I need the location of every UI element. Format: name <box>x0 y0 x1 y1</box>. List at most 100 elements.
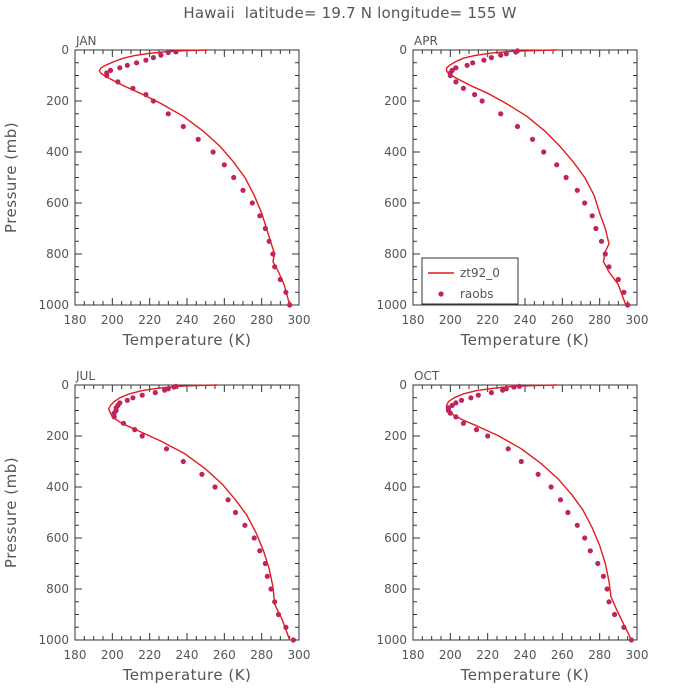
x-tick-label: 280 <box>250 313 273 327</box>
data-point-raobs <box>199 471 205 477</box>
data-point-raobs <box>143 57 149 63</box>
x-tick-label: 240 <box>514 648 537 662</box>
data-point-raobs <box>152 390 158 396</box>
y-tick-label: 0 <box>61 378 69 392</box>
legend-label: zt92_0 <box>460 266 500 280</box>
x-tick-label: 220 <box>138 648 161 662</box>
x-tick-label: 200 <box>439 313 462 327</box>
data-point-raobs <box>460 420 466 426</box>
y-tick-label: 800 <box>384 247 407 261</box>
data-point-raobs <box>514 123 521 130</box>
data-point-raobs <box>262 560 268 567</box>
panel-label-oct: OCT <box>414 369 440 383</box>
data-point-raobs <box>143 92 149 98</box>
series-line-zt92_0 <box>445 384 633 641</box>
y-axis-label: Pressure (mb) <box>2 122 20 233</box>
data-point-raobs <box>488 390 494 396</box>
data-point-raobs <box>535 471 541 477</box>
data-point-raobs <box>283 624 289 630</box>
data-point-raobs <box>513 49 519 55</box>
series-line-zt92_0 <box>445 49 627 306</box>
x-axis-label: Temperature (K) <box>460 666 590 684</box>
data-point-raobs <box>498 52 504 58</box>
data-point-raobs <box>251 535 257 541</box>
data-point-raobs <box>210 149 216 155</box>
x-tick-label: 260 <box>551 313 574 327</box>
data-point-raobs <box>290 637 296 643</box>
y-tick-label: 1000 <box>38 633 69 647</box>
y-tick-label: 800 <box>46 582 69 596</box>
y-tick-label: 400 <box>46 480 69 494</box>
data-point-raobs <box>195 136 201 142</box>
data-point-raobs <box>582 200 588 206</box>
data-point-raobs <box>287 302 293 308</box>
data-point-raobs <box>165 49 171 56</box>
data-point-raobs <box>132 427 138 433</box>
y-tick-label: 0 <box>399 378 407 392</box>
data-point-raobs <box>473 427 480 433</box>
data-point-raobs <box>150 98 156 104</box>
data-point-raobs <box>139 433 145 439</box>
data-point-raobs <box>173 49 179 55</box>
data-point-raobs <box>275 611 282 618</box>
y-tick-label: 800 <box>46 247 69 261</box>
plot-frame-jan <box>74 49 300 306</box>
panel-label-jul: JUL <box>75 369 95 383</box>
data-point-raobs <box>516 383 523 389</box>
data-point-raobs <box>604 586 610 592</box>
data-point-raobs <box>221 162 227 168</box>
data-point-raobs <box>120 420 127 426</box>
data-point-raobs <box>460 85 466 91</box>
data-point-raobs <box>628 637 635 643</box>
data-point-raobs <box>565 509 571 516</box>
data-point-raobs <box>470 60 476 66</box>
x-tick-label: 180 <box>64 313 87 327</box>
data-point-raobs <box>453 400 459 406</box>
y-tick-label: 200 <box>46 429 69 443</box>
x-tick-label: 300 <box>626 648 649 662</box>
data-point-raobs <box>180 123 186 130</box>
data-point-raobs <box>150 55 156 61</box>
x-tick-label: 180 <box>402 313 425 327</box>
data-point-raobs <box>511 384 517 390</box>
data-point-raobs <box>257 548 263 554</box>
data-point-raobs <box>268 586 274 592</box>
data-point-raobs <box>130 85 136 91</box>
data-point-raobs <box>283 289 289 295</box>
y-tick-label: 400 <box>384 480 407 494</box>
x-tick-label: 180 <box>64 648 87 662</box>
data-point-raobs <box>453 79 459 85</box>
data-point-raobs <box>158 52 164 58</box>
x-tick-label: 300 <box>626 313 649 327</box>
x-tick-label: 280 <box>588 313 611 327</box>
data-point-raobs <box>625 302 631 308</box>
data-point-raobs <box>593 225 599 232</box>
data-point-raobs <box>475 392 481 398</box>
x-tick-label: 200 <box>439 648 462 662</box>
data-point-raobs <box>104 72 110 79</box>
x-axis-label: Temperature (K) <box>122 666 252 684</box>
data-point-raobs <box>529 136 536 142</box>
y-tick-label: 1000 <box>376 633 407 647</box>
data-point-raobs <box>563 174 569 181</box>
legend-label: raobs <box>460 287 494 301</box>
data-point-raobs <box>587 548 593 554</box>
data-point-raobs <box>503 51 509 57</box>
data-point-raobs <box>554 162 560 168</box>
data-point-raobs <box>600 573 607 579</box>
data-point-raobs <box>124 62 130 68</box>
data-point-raobs <box>249 200 255 206</box>
y-tick-label: 0 <box>399 43 407 57</box>
data-point-raobs <box>242 522 248 528</box>
x-axis-label: Temperature (K) <box>122 331 252 349</box>
x-tick-label: 220 <box>138 313 161 327</box>
y-tick-label: 400 <box>46 145 69 159</box>
x-tick-label: 300 <box>288 648 311 662</box>
data-point-raobs <box>447 72 453 79</box>
data-point-raobs <box>257 213 263 219</box>
data-point-raobs <box>500 387 506 393</box>
y-tick-label: 1000 <box>38 298 69 312</box>
data-point-raobs <box>595 560 601 567</box>
data-point-raobs <box>453 65 459 71</box>
